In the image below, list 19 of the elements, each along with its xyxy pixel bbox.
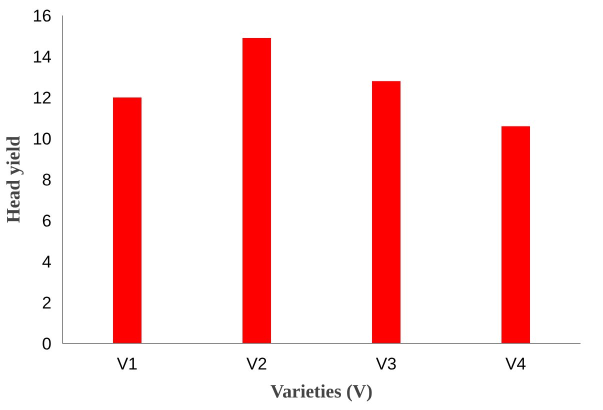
x-tick-label: V1 <box>116 354 138 374</box>
y-tick-label: 0 <box>42 334 52 354</box>
y-axis-title: Head yield <box>4 136 25 224</box>
y-tick-label: 14 <box>32 48 52 66</box>
bar <box>372 81 400 344</box>
bar <box>113 98 142 344</box>
y-tick-label: 4 <box>42 252 52 272</box>
y-tick-label: 2 <box>42 294 52 312</box>
x-axis-title: Varieties (V) <box>270 382 373 402</box>
y-tick-label: 6 <box>42 212 52 230</box>
x-tick-label: V3 <box>376 354 397 374</box>
y-tick-label: 12 <box>32 88 52 108</box>
x-tick-label: V4 <box>505 354 526 374</box>
x-tick-label: V2 <box>246 354 268 374</box>
y-tick-label: 8 <box>42 170 52 190</box>
bar <box>502 126 530 344</box>
bar <box>242 38 271 344</box>
y-tick-label: 10 <box>32 130 52 148</box>
y-tick-label: 16 <box>32 6 52 26</box>
